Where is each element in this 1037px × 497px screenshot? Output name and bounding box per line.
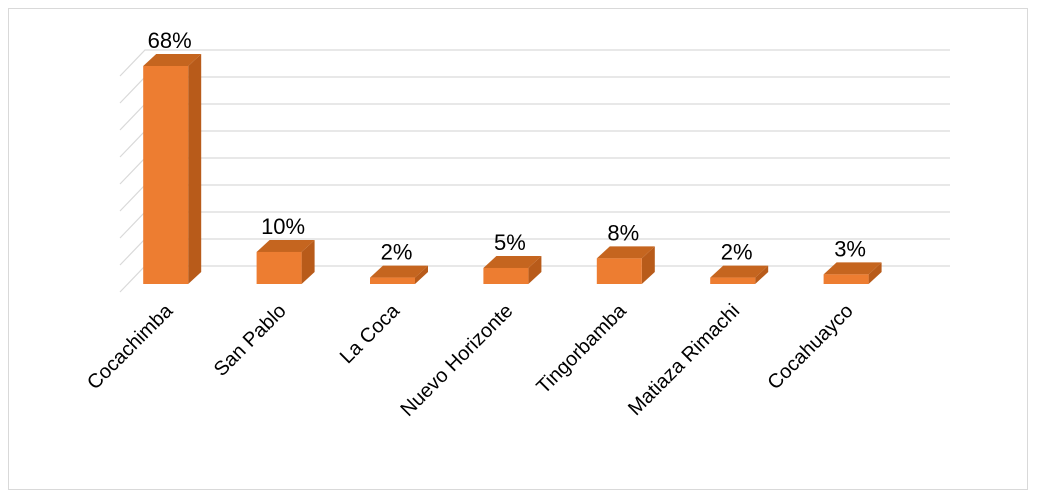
gridlines [119,49,950,293]
bar-top [370,265,428,278]
bars [143,54,882,284]
category-tick-label: Tingorbamba [532,299,631,398]
bar-side [301,239,315,284]
bar-top [596,246,655,259]
bar-side [641,246,655,284]
data-labels: 68% 10% 2% 5% 8% 2% 3% [148,28,866,265]
data-label: 2% [381,240,413,265]
bar-cocahuayco [823,262,882,284]
bar-san-pablo [256,239,315,284]
bar-side [415,265,428,284]
gridline [119,157,950,185]
bar-top [483,255,542,268]
gridline [119,130,950,158]
data-label: 68% [148,28,192,53]
bar-front [596,258,642,284]
category-tick-label: Cocachimba [83,299,178,394]
gridline [119,49,950,77]
data-label: 3% [834,236,866,261]
bar-front [483,267,529,284]
bar-side [868,262,882,284]
gridline [119,103,950,131]
bar-side [528,255,542,284]
bar-matiaza-rimachi [710,265,769,284]
gridline [119,76,950,104]
category-tick-label: Cocahuayco [763,300,857,394]
bar-top [710,265,769,278]
bar-top [143,54,202,66]
bar-cocachimba [143,54,202,284]
bar-top [256,239,315,252]
category-tick-label: Matiaza Rimachi [624,300,744,420]
gridline [119,184,950,212]
category-tick-label: La Coca [336,299,405,368]
bar-nuevo-horizonte [483,255,542,284]
bar-top [823,262,882,275]
bar-front [823,274,869,284]
bar-front [370,277,415,284]
data-label: 5% [494,230,526,255]
data-label: 10% [261,214,305,239]
bar-front [143,66,189,284]
bar-tingorbamba [596,246,655,284]
bar-side [188,54,202,284]
category-tick-label: San Pablo [210,300,291,381]
data-label: 8% [607,220,639,245]
gridline [119,211,950,239]
category-tick-label: Nuevo Horizonte [397,300,518,421]
bar-front [256,251,302,284]
bar-la-coca [370,265,428,284]
bar-side [755,265,769,284]
bar-front [710,277,756,284]
data-label: 2% [721,240,753,265]
